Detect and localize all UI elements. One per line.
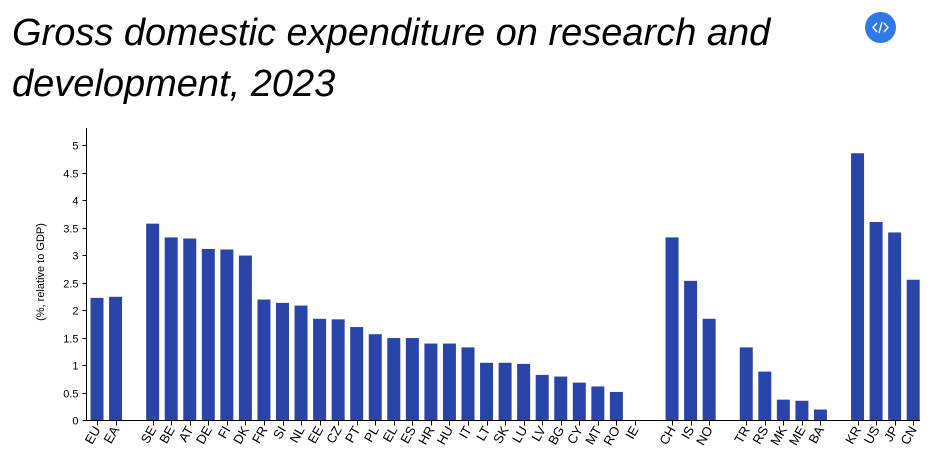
bar [684,280,698,420]
bar [350,327,364,420]
bar [702,318,716,420]
y-tick-label: 4 [72,196,78,208]
x-tick-label: US [861,423,883,446]
x-tick-label: EA [100,423,122,446]
bar [572,382,586,420]
x-tick-label: CN [897,424,919,448]
bar [331,319,345,420]
bar [554,376,568,420]
x-tick-label: MK [767,423,790,448]
x-tick-label: SK [490,423,512,446]
y-axis: 0 0.5 1 1.5 2 2.5 3 3.5 4 4.5 5 [63,128,87,428]
code-icon [872,21,889,34]
bar [238,255,252,420]
x-tick-label: PT [342,423,363,445]
bar [665,237,679,420]
x-tick-label: HR [415,424,437,448]
bar [424,343,438,420]
bar [442,343,456,420]
bar [869,222,883,420]
y-tick-label: 0 [72,416,78,428]
bar [813,409,827,420]
x-tick-label: LT [473,423,493,443]
x-tick-label: EU [82,424,104,447]
x-tick-label: NO [693,424,716,448]
bar [498,362,512,420]
bar [739,347,753,420]
x-tick-label: DE [193,423,215,446]
bar [201,248,215,420]
y-tick-label: 0.5 [63,389,78,401]
y-tick-label: 2.5 [63,279,78,291]
bar [535,374,549,420]
bar [795,400,809,420]
bar [220,249,234,420]
x-tick-label: TR [731,424,753,447]
x-tick-label: EL [379,424,400,445]
bars [90,153,920,420]
x-tick-label: LV [528,423,549,444]
y-tick-label: 5 [72,141,78,153]
x-tick-label: CH [656,424,678,448]
x-tick-label: LU [509,424,530,446]
bar [257,299,271,420]
bar [368,334,382,420]
x-tick-label: MT [582,423,604,447]
x-tick-label: HU [434,424,456,448]
x-tick-label: ES [397,423,419,446]
bar [758,371,772,420]
x-tick-label: BA [805,423,827,446]
x-tick-label: RO [600,424,623,448]
bar [294,305,308,420]
bar [183,238,197,420]
y-tick-label: 4.5 [63,169,78,181]
bar [164,237,178,420]
x-tick-label: BE [156,423,178,446]
x-tick-label: PL [361,424,382,445]
y-tick-label: 1.5 [63,334,78,346]
x-tick-label: NL [286,424,307,446]
x-tick-label: KR [842,424,864,447]
x-tick-label: DK [230,423,252,446]
bar [609,391,623,420]
page-title: Gross domestic expenditure on research a… [12,12,771,105]
x-tick-label: SE [138,423,160,446]
bar [146,223,160,420]
y-axis-title: (%, relative to GDP) [35,223,47,321]
x-tick-label: CY [564,423,586,446]
bar [276,302,289,420]
bar [313,318,327,420]
bar [109,296,123,420]
y-tick-label: 2 [72,306,78,318]
bar [906,279,920,420]
x-tick-label: CZ [323,423,345,446]
bar [387,338,401,420]
bar [888,232,902,420]
x-tick-label: FR [249,424,271,447]
x-tick-label: EE [305,423,327,446]
x-tick-label: IE [622,423,641,441]
y-tick-label: 3.5 [63,224,78,236]
x-tick-label: JP [881,424,902,445]
bar [776,399,790,420]
bar [405,338,419,420]
x-tick-label: ME [786,423,809,448]
bar [591,386,605,420]
bar [851,153,865,420]
bar [480,362,494,420]
x-tick-label: BG [545,424,567,448]
bar [517,363,531,420]
y-tick-label: 1 [72,361,78,373]
x-tick-label: AT [176,423,197,444]
bar [461,347,475,420]
x-tick-label: RS [749,423,771,446]
y-tick-label: 3 [72,251,78,263]
embed-code-button[interactable] [865,12,896,43]
x-tick-label: IT [456,423,475,441]
bar [90,297,104,420]
